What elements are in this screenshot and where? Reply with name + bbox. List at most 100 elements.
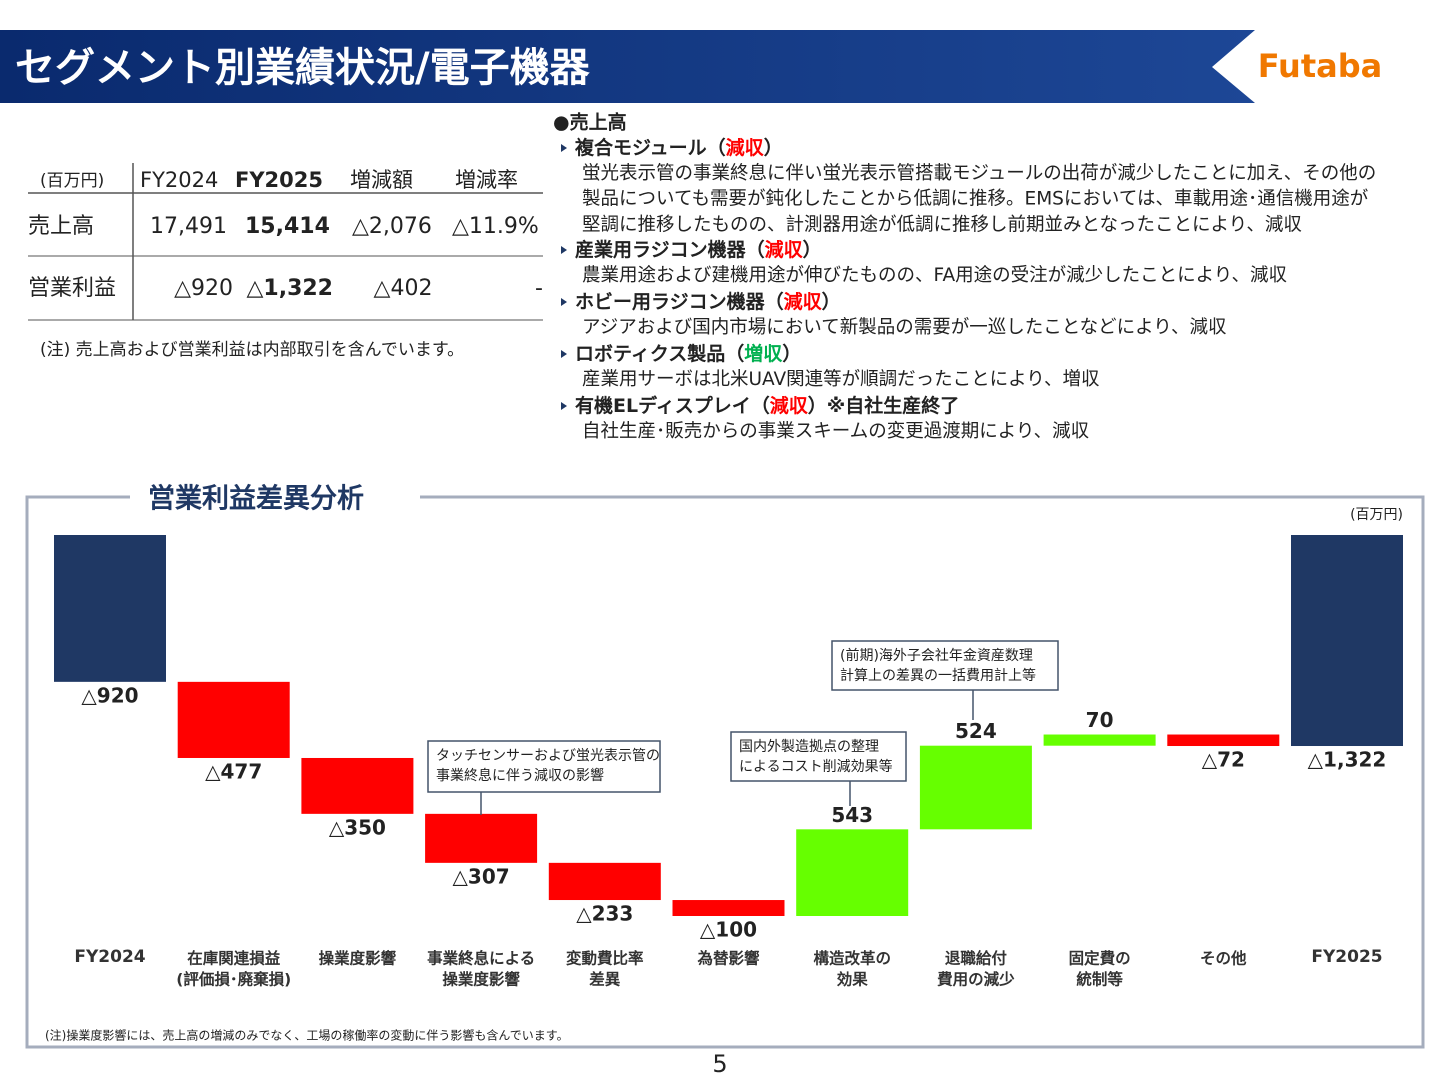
bullet-marker bbox=[561, 298, 567, 306]
table-cell: 売上高 bbox=[28, 214, 94, 239]
sales-heading: ●売上高 bbox=[553, 111, 627, 134]
table-note: (注) 売上高および営業利益は内部取引を含んでいます。 bbox=[40, 340, 464, 360]
bullet-marker bbox=[561, 144, 567, 152]
x-tick-label: (評価損･廃棄損) bbox=[176, 970, 291, 989]
bar bbox=[301, 757, 414, 814]
x-tick-label: 統制等 bbox=[1076, 970, 1123, 989]
x-tick-label: 操業度影響 bbox=[442, 970, 520, 989]
value-label: △100 bbox=[700, 918, 757, 942]
item-title: ホビー用ラジコン機器（減収） bbox=[575, 290, 841, 313]
item-title-part: ） bbox=[822, 290, 841, 313]
value-label: 524 bbox=[955, 719, 997, 743]
value-label: △477 bbox=[205, 759, 262, 783]
x-tick-label: 固定費の bbox=[1069, 949, 1131, 968]
x-tick-label: 効果 bbox=[837, 970, 869, 989]
annotation-text: 事業終息に伴う減収の影響 bbox=[436, 767, 604, 784]
item-description: 農業用途および建機用途が伸びたものの、FA用途の受注が減少したことにより、減収 bbox=[582, 265, 1287, 286]
x-tick-label: 退職給付 bbox=[945, 949, 1008, 968]
bullet-marker bbox=[561, 402, 567, 410]
item-description: 蛍光表示管の事業終息に伴い蛍光表示管搭載モジュールの出荷が減少したことに加え、そ… bbox=[582, 163, 1376, 184]
table-header: 増減率 bbox=[455, 168, 518, 192]
x-tick-label: 費用の減少 bbox=[937, 970, 1015, 989]
chart-frame bbox=[25, 495, 1425, 1049]
value-label: △72 bbox=[1202, 748, 1245, 772]
table-cell: △920 bbox=[174, 276, 233, 301]
bullet-marker bbox=[561, 246, 567, 254]
annotation-text: 国内外製造拠点の整理 bbox=[739, 739, 879, 755]
x-tick-label: その他 bbox=[1200, 949, 1247, 968]
bar bbox=[54, 535, 166, 682]
chart-title: 営業利益差異分析 bbox=[148, 483, 364, 515]
x-tick-label: FY2025 bbox=[1311, 947, 1382, 967]
item-title-part: 減収 bbox=[770, 394, 809, 417]
x-tick-label: 在庫関連損益 bbox=[187, 949, 281, 968]
value-label: △920 bbox=[81, 683, 138, 707]
table-cell: △11.9% bbox=[452, 214, 539, 239]
item-description: 堅調に推移したものの、計測器用途が低調に推移し前期並みとなったことにより、減収 bbox=[582, 214, 1302, 235]
item-title-part: 減収 bbox=[765, 238, 804, 261]
table-cell: 営業利益 bbox=[28, 276, 116, 301]
table-header: (百万円) bbox=[40, 171, 104, 191]
bullet-marker bbox=[561, 350, 567, 358]
item-title-part: ） bbox=[782, 342, 801, 365]
x-tick-label: 事業終息による bbox=[427, 949, 535, 968]
item-title-part: ロボティクス製品（ bbox=[575, 342, 744, 365]
item-title-part: ） bbox=[764, 136, 783, 159]
value-label: 543 bbox=[831, 803, 873, 827]
item-title-part: ） bbox=[803, 238, 822, 261]
header-band bbox=[0, 30, 1255, 103]
bar bbox=[1043, 734, 1156, 746]
annotation-box bbox=[427, 740, 661, 793]
bar bbox=[177, 681, 290, 758]
x-tick-label: 変動費比率 bbox=[566, 949, 644, 968]
x-tick-label: 構造改革の bbox=[813, 949, 891, 968]
item-description: アジアおよび国内市場において新製品の需要が一巡したことなどにより、減収 bbox=[582, 317, 1227, 338]
item-description: 自社生産･販売からの事業スキームの変更過渡期により、減収 bbox=[582, 421, 1089, 442]
header-title: セグメント別業績状況/電子機器 bbox=[15, 45, 591, 91]
item-title-part: 複合モジュール（ bbox=[574, 136, 726, 159]
x-tick-label: 為替影響 bbox=[697, 949, 760, 968]
annotation-box bbox=[730, 731, 907, 782]
value-label: △350 bbox=[329, 815, 386, 839]
item-title: 産業用ラジコン機器（減収） bbox=[575, 238, 822, 261]
item-title-part: 有機ELディスプレイ（ bbox=[575, 394, 770, 417]
table-cell: 15,414 bbox=[245, 214, 330, 239]
item-title-part: 減収 bbox=[784, 290, 823, 313]
value-label: △233 bbox=[576, 902, 633, 926]
logo: Futaba bbox=[1258, 47, 1382, 85]
table-cell: △2,076 bbox=[352, 214, 432, 239]
item-title: 有機ELディスプレイ（減収）※自社生産終了 bbox=[575, 394, 959, 417]
annotation-text: タッチセンサーおよび蛍光表示管の bbox=[436, 748, 660, 764]
bar bbox=[548, 862, 661, 901]
item-title-part: 増収 bbox=[744, 342, 783, 365]
table-cell: - bbox=[535, 276, 543, 301]
value-label: △307 bbox=[453, 864, 510, 888]
item-title-part: ホビー用ラジコン機器（ bbox=[575, 290, 784, 313]
value-label: △1,322 bbox=[1308, 748, 1387, 772]
value-label: 70 bbox=[1086, 708, 1114, 732]
x-tick-label: 操業度影響 bbox=[319, 949, 397, 968]
annotation-box bbox=[831, 640, 1059, 691]
page-number: 5 bbox=[712, 1050, 727, 1078]
bar bbox=[425, 813, 538, 863]
table-header: FY2025 bbox=[235, 168, 323, 192]
bar bbox=[1167, 734, 1280, 747]
chart-unit: (百万円) bbox=[1350, 507, 1403, 523]
item-title-part: 産業用ラジコン機器（ bbox=[575, 238, 765, 261]
bar bbox=[672, 900, 785, 916]
item-description: 製品についても需要が鈍化したことから低調に推移。EMSにおいては、車載用途･通信… bbox=[582, 189, 1368, 210]
item-description: 産業用サーボは北米UAV関連等が順調だったことにより、増収 bbox=[582, 369, 1100, 390]
bar bbox=[1291, 535, 1403, 747]
table-cell: 17,491 bbox=[150, 214, 227, 239]
bar bbox=[796, 829, 909, 916]
x-tick-label: FY2024 bbox=[74, 947, 145, 967]
table-cell: △402 bbox=[374, 276, 433, 301]
item-title: 複合モジュール（減収） bbox=[574, 136, 783, 159]
chart-title-bg bbox=[130, 480, 420, 516]
annotation-text: (前期)海外子会社年金資産数理 bbox=[840, 647, 1033, 664]
x-tick-label: 差異 bbox=[589, 970, 621, 989]
table-header: FY2024 bbox=[140, 168, 218, 192]
item-title: ロボティクス製品（増収） bbox=[575, 342, 801, 365]
